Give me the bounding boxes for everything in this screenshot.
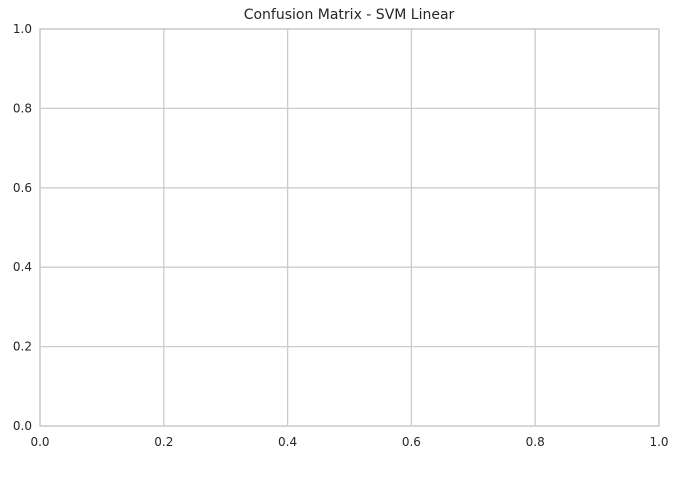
y-tick-label: 1.0 [13, 22, 32, 36]
x-tick-label: 1.0 [649, 435, 668, 449]
x-tick-label: 0.0 [30, 435, 49, 449]
y-tick-label: 0.6 [13, 181, 32, 195]
x-tick-label: 0.4 [278, 435, 297, 449]
x-axis: 0.0 0.2 0.4 0.6 0.8 1.0 [30, 435, 668, 449]
y-tick-label: 0.8 [13, 101, 32, 115]
grid-layer [39, 28, 660, 427]
y-axis: 0.0 0.2 0.4 0.6 0.8 1.0 [13, 22, 32, 433]
y-tick-label: 0.4 [13, 260, 32, 274]
y-tick-label: 0.0 [13, 419, 32, 433]
chart-title: Confusion Matrix - SVM Linear [244, 7, 455, 23]
plot-frame [39, 28, 660, 427]
x-tick-label: 0.2 [154, 435, 173, 449]
x-tick-label: 0.6 [402, 435, 421, 449]
x-tick-label: 0.8 [526, 435, 545, 449]
y-tick-label: 0.2 [13, 340, 32, 354]
